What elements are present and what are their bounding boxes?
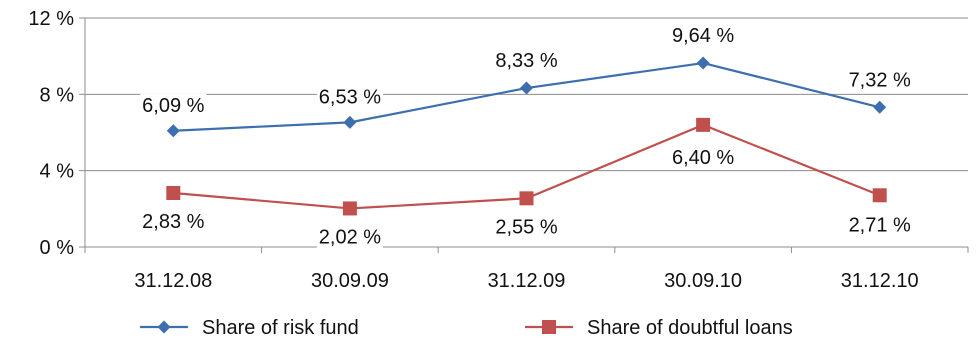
x-tick-label: 30.09.09 — [311, 270, 389, 292]
data-label-bg — [670, 24, 737, 49]
data-label-bg — [846, 68, 913, 93]
data-point-diamond — [696, 56, 710, 70]
data-label: 8,33 % — [495, 50, 557, 72]
data-point-square — [872, 188, 887, 203]
legend-marker-square — [542, 320, 556, 334]
y-tick-label: 12 % — [28, 8, 74, 30]
data-point-square — [519, 191, 534, 206]
legend-marker-diamond — [157, 320, 171, 334]
data-label-bg — [316, 225, 383, 250]
data-label: 2,83 % — [142, 211, 204, 233]
data-label: 2,55 % — [495, 216, 557, 238]
legend: Share of risk fund Share of doubtful loan… — [140, 317, 793, 339]
data-label: 7,32 % — [849, 69, 911, 91]
data-label: 6,53 % — [319, 86, 381, 108]
data-point-square — [166, 185, 181, 200]
series-group — [166, 56, 887, 216]
data-label-bg — [493, 215, 560, 240]
data-label: 2,02 % — [319, 226, 381, 248]
legend-label: Share of doubtful loans — [587, 317, 793, 339]
x-tick-label: 31.12.09 — [488, 270, 566, 292]
data-point-diamond — [166, 124, 180, 138]
data-label-bg — [140, 93, 207, 118]
data-label-bg — [140, 209, 207, 234]
x-tick-label: 31.12.08 — [134, 270, 212, 292]
y-tick-label: 4 % — [40, 161, 75, 183]
legend-label: Share of risk fund — [202, 317, 359, 339]
series-line — [173, 61, 880, 132]
data-label-bg — [493, 49, 560, 74]
data-label-bg — [670, 145, 737, 170]
data-point-square — [696, 117, 711, 132]
y-tick-label: 8 % — [40, 84, 75, 106]
x-tick-label: 30.09.10 — [664, 270, 742, 292]
data-labels: 6,09 % 6,53 % 8,33 % 9,64 % 7,32 % 2,83 % 2,02… — [140, 24, 913, 250]
data-point-square — [342, 201, 357, 216]
data-point-diamond — [343, 115, 357, 129]
data-label-bg — [316, 85, 383, 110]
axes: 0 % 4 % 8 % 12 % 31.12.08 30.09.09 31.12.09 30.… — [28, 8, 969, 292]
data-label: 6,40 % — [672, 147, 734, 169]
data-label-bg — [846, 213, 913, 238]
data-label: 9,64 % — [672, 25, 734, 47]
data-label: 2,71 % — [849, 214, 911, 236]
y-tick-label: 0 % — [40, 237, 75, 259]
data-point-diamond — [873, 100, 887, 114]
x-tick-label: 31.12.10 — [841, 270, 919, 292]
data-point-diamond — [520, 81, 533, 95]
data-label: 6,09 % — [142, 95, 204, 117]
